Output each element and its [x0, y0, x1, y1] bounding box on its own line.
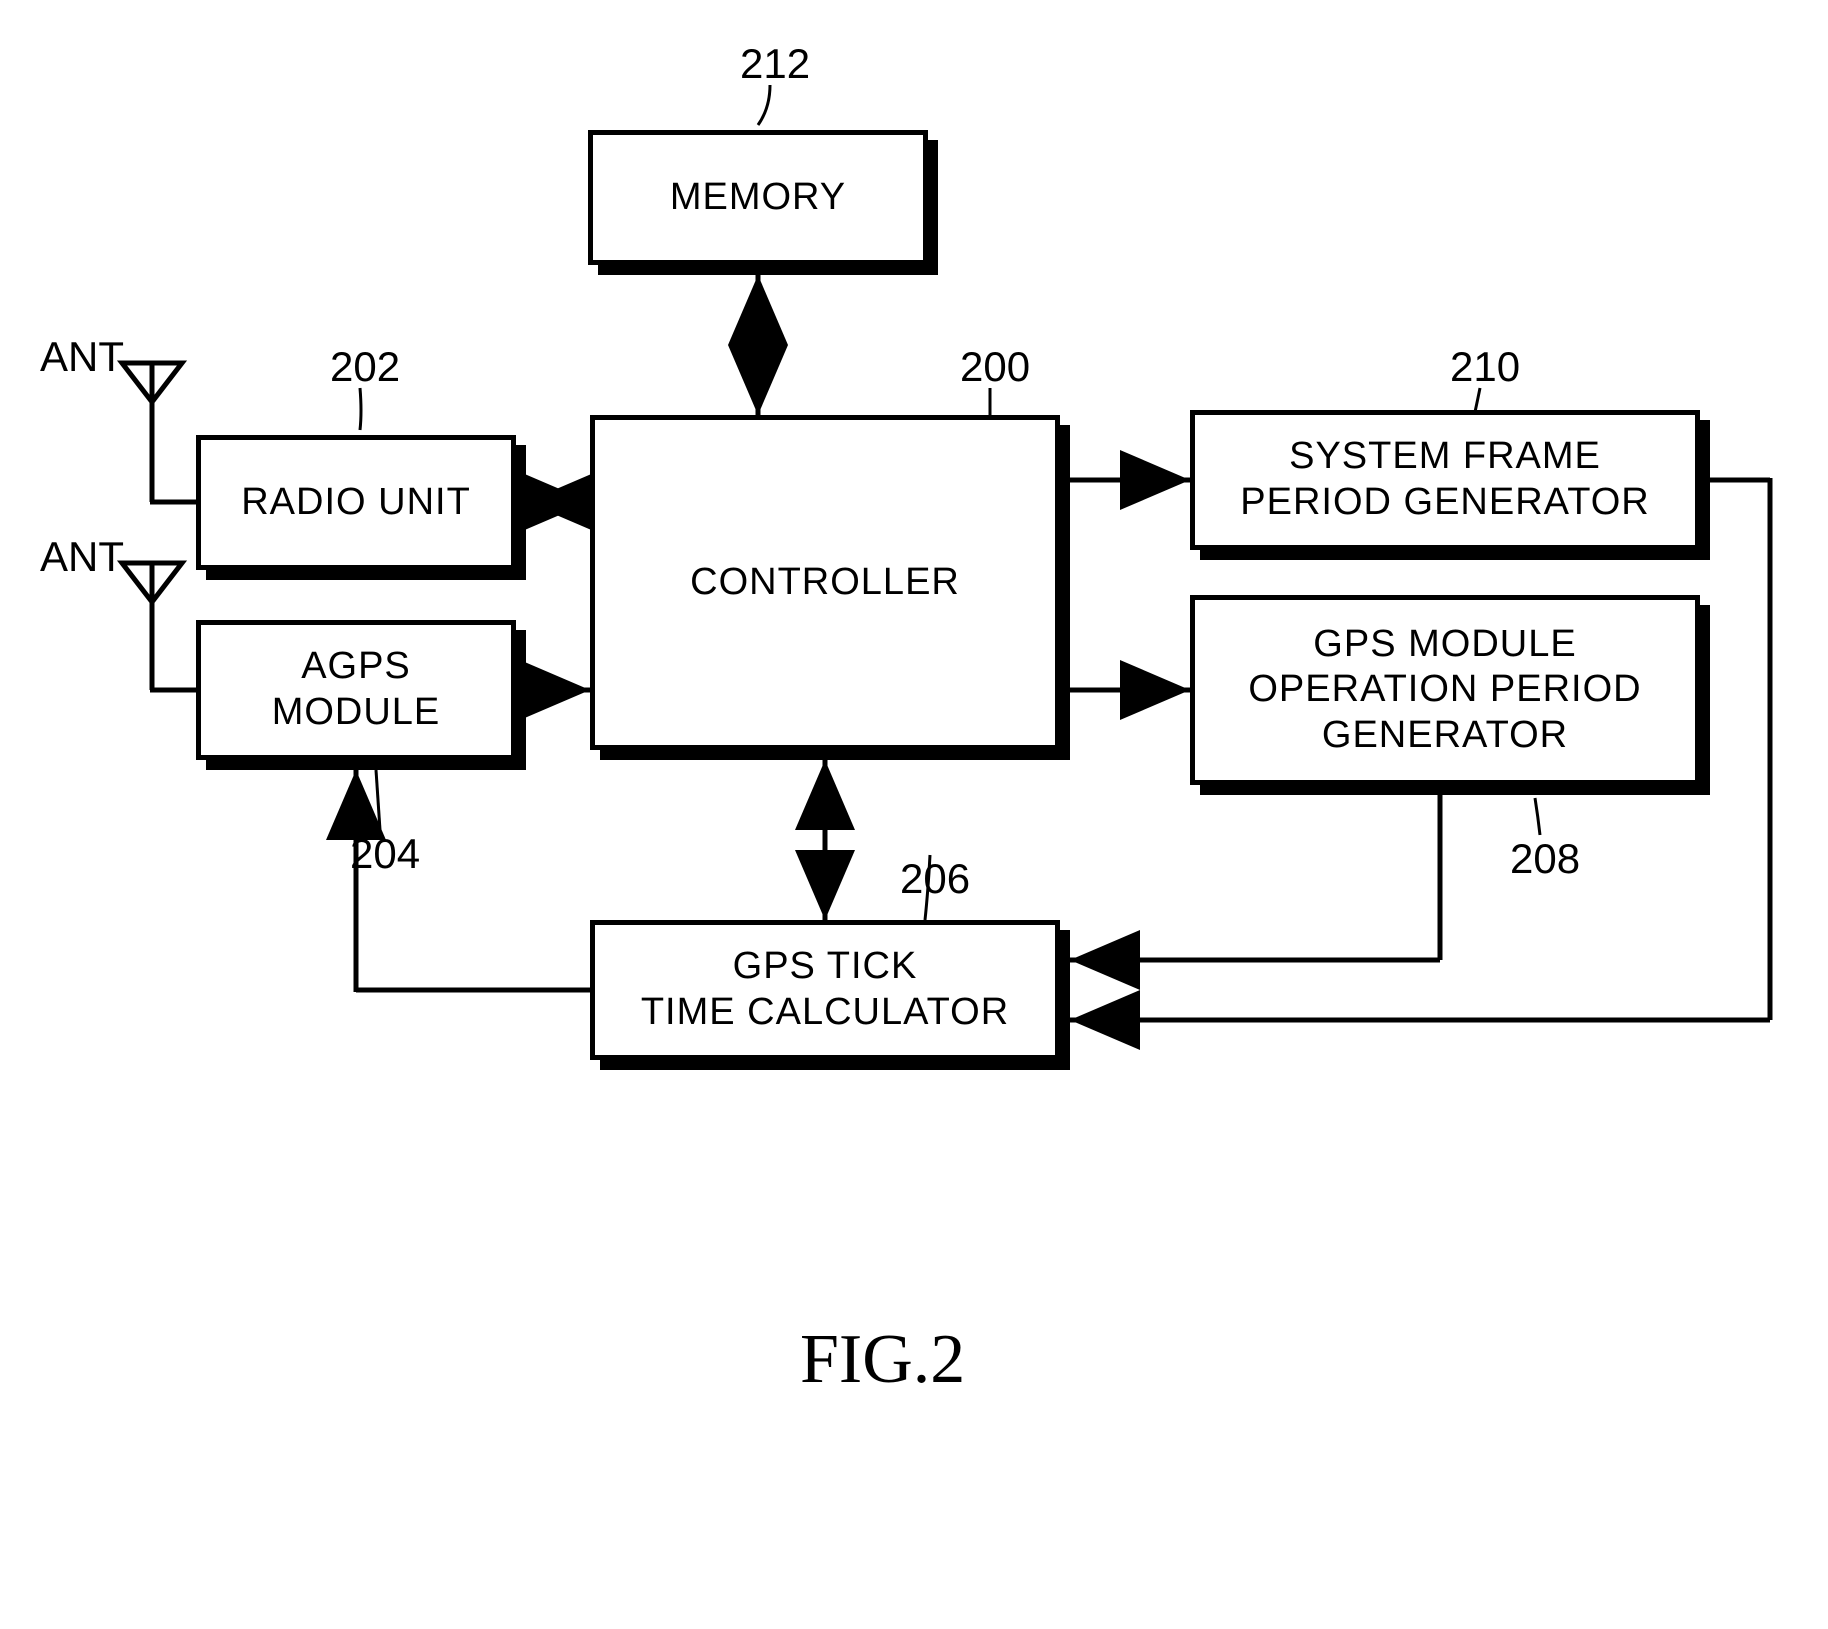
- ref-212: 212: [740, 40, 810, 88]
- ref-204: 204: [350, 830, 420, 878]
- controller-label: CONTROLLER: [690, 561, 960, 604]
- gps-tick-block: GPS TICK TIME CALCULATOR: [590, 920, 1060, 1060]
- ref-200: 200: [960, 343, 1030, 391]
- system-frame-label: SYSTEM FRAME PERIOD GENERATOR: [1240, 434, 1649, 525]
- memory-label: MEMORY: [670, 176, 846, 219]
- controller-block: CONTROLLER: [590, 415, 1060, 750]
- radio-unit-label: RADIO UNIT: [241, 481, 471, 524]
- agps-module-block: AGPS MODULE: [196, 620, 516, 760]
- ant-label-1: ANT: [40, 333, 124, 381]
- radio-unit-block: RADIO UNIT: [196, 435, 516, 570]
- memory-block: MEMORY: [588, 130, 928, 265]
- ref-202: 202: [330, 343, 400, 391]
- gps-tick-label: GPS TICK TIME CALCULATOR: [641, 944, 1009, 1035]
- figure-label: FIG.2: [800, 1320, 965, 1400]
- ant-label-2: ANT: [40, 533, 124, 581]
- ref-208: 208: [1510, 835, 1580, 883]
- ref-206: 206: [900, 855, 970, 903]
- gps-module-op-block: GPS MODULE OPERATION PERIOD GENERATOR: [1190, 595, 1700, 785]
- system-frame-block: SYSTEM FRAME PERIOD GENERATOR: [1190, 410, 1700, 550]
- gps-module-op-label: GPS MODULE OPERATION PERIOD GENERATOR: [1248, 622, 1641, 759]
- diagram-container: MEMORY 212 RADIO UNIT 202 CONTROLLER 200…: [0, 0, 1828, 1629]
- ref-210: 210: [1450, 343, 1520, 391]
- agps-module-label: AGPS MODULE: [272, 644, 441, 735]
